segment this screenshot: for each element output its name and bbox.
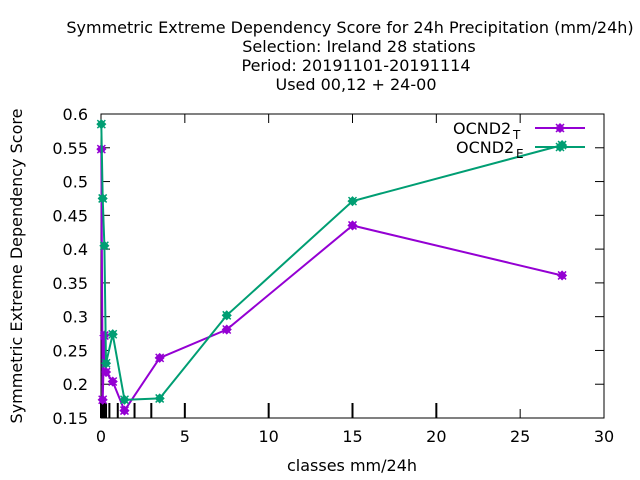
data-point — [100, 367, 112, 378]
x-tick-label: 0 — [96, 427, 106, 446]
y-axis-label: Symmetric Extreme Dependency Score — [7, 109, 26, 424]
series-ocnd2-t — [96, 144, 568, 416]
class-boundary-marks — [100, 403, 438, 418]
data-point — [154, 393, 165, 404]
legend: OCND2 T OCND2 E — [453, 119, 585, 161]
data-point — [100, 358, 112, 369]
x-axis-ticks: 0 5 10 15 20 25 30 — [96, 114, 614, 446]
data-point — [96, 119, 107, 130]
data-point — [99, 330, 110, 341]
y-axis-ticks: 0.15 0.2 0.25 0.3 0.35 0.4 0.45 0.5 0.55 0.6 — [52, 105, 604, 428]
legend-subscript-t: T — [512, 128, 521, 142]
x-tick-label: 20 — [426, 427, 446, 446]
legend-subscript-e: E — [516, 147, 524, 161]
y-tick-label: 0.4 — [63, 240, 88, 259]
data-point — [347, 220, 358, 231]
title-line-1: Symmetric Extreme Dependency Score for 2… — [66, 18, 633, 37]
y-tick-label: 0.6 — [63, 105, 88, 124]
title-line-4: Used 00,12 + 24-00 — [275, 75, 436, 94]
x-tick-label: 30 — [594, 427, 614, 446]
data-point — [347, 196, 358, 207]
legend-marker-ocnd2-t — [554, 122, 566, 134]
data-point — [221, 324, 232, 335]
legend-entry-ocnd2-t: OCND2 T — [453, 119, 585, 142]
data-point — [99, 240, 110, 251]
data-point — [557, 270, 568, 281]
data-point — [107, 329, 118, 340]
y-tick-label: 0.3 — [63, 308, 88, 327]
title-line-3: Period: 20191101-20191114 — [241, 56, 470, 75]
y-tick-label: 0.35 — [52, 274, 88, 293]
data-point — [119, 394, 130, 405]
x-tick-label: 25 — [510, 427, 530, 446]
plot-frame — [100, 113, 605, 419]
x-tick-label: 10 — [258, 427, 278, 446]
data-point — [119, 405, 130, 416]
series-line — [100, 149, 563, 413]
series-layer — [96, 119, 568, 416]
y-tick-label: 0.25 — [52, 341, 88, 360]
chart-title: Symmetric Extreme Dependency Score for 2… — [66, 18, 633, 94]
legend-label-ocnd2-t: OCND2 — [453, 119, 511, 138]
data-point — [154, 352, 165, 363]
data-point — [221, 310, 232, 321]
legend-label-ocnd2-e: OCND2 — [456, 138, 514, 157]
x-tick-label: 15 — [342, 427, 362, 446]
data-point — [97, 394, 108, 405]
series-line — [100, 124, 563, 401]
title-line-2: Selection: Ireland 28 stations — [242, 37, 475, 56]
x-axis-label: classes mm/24h — [287, 456, 417, 475]
series-ocnd2-e — [96, 119, 568, 405]
legend-entry-ocnd2-e: OCND2 E — [456, 138, 585, 161]
y-tick-label: 0.15 — [52, 409, 88, 428]
y-tick-label: 0.2 — [63, 375, 88, 394]
data-point — [107, 376, 118, 387]
y-tick-label: 0.45 — [52, 206, 88, 225]
data-point — [97, 193, 108, 204]
y-tick-label: 0.5 — [63, 173, 88, 192]
legend-marker-ocnd2-e — [554, 141, 566, 153]
x-tick-label: 5 — [180, 427, 190, 446]
y-tick-label: 0.55 — [52, 139, 88, 158]
